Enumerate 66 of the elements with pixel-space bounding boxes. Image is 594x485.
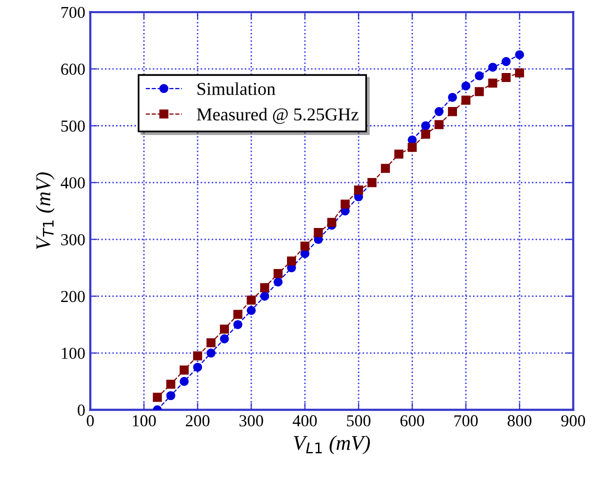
point (274, 277, 283, 287)
point (274, 268, 283, 278)
x-tick-label: 700 (454, 415, 478, 426)
point (233, 320, 242, 330)
point (474, 71, 484, 80)
point (421, 130, 430, 139)
point (408, 142, 417, 152)
point (180, 376, 189, 386)
point (193, 362, 202, 372)
x-tick-label: 500 (347, 415, 370, 426)
x-axis-title: V$_{L1}$ (mV) (294, 435, 370, 454)
point (233, 310, 242, 319)
point (394, 150, 404, 159)
y-tick-label: 200 (61, 290, 85, 302)
point (340, 200, 350, 209)
y-tick-label: 300 (61, 234, 85, 246)
point (286, 256, 296, 266)
point (180, 366, 189, 375)
point (461, 96, 470, 105)
point (166, 391, 176, 400)
x-tick-label: 200 (186, 415, 210, 426)
y-tick-label: 600 (61, 64, 85, 75)
point (152, 392, 162, 402)
point (206, 348, 216, 358)
point (488, 62, 498, 72)
point (314, 228, 323, 238)
y-tick-label: 0 (78, 404, 85, 416)
point (502, 72, 511, 82)
point (354, 185, 364, 194)
y-tick-label: 100 (62, 348, 85, 359)
point (434, 107, 444, 116)
legend-label: Simulation (198, 82, 276, 96)
point (220, 334, 229, 344)
x-tick-label: 400 (292, 415, 317, 426)
point (206, 338, 216, 348)
x-tick-label: 100 (132, 415, 156, 426)
x-tick-label: 0 (86, 415, 94, 426)
point (327, 218, 336, 227)
y-tick-label: 500 (61, 120, 85, 132)
legend-label: Measured @ 5.25GHz (196, 108, 358, 124)
point (488, 78, 498, 88)
point (260, 283, 270, 292)
point (421, 121, 430, 130)
y-tick-label: 400 (60, 177, 85, 189)
point (434, 120, 444, 130)
y-tick-label: 700 (62, 6, 85, 18)
point (448, 107, 457, 116)
point (246, 296, 256, 305)
point (515, 68, 524, 78)
point (474, 87, 484, 96)
point (260, 292, 270, 301)
x-tick-label: 800 (508, 415, 532, 426)
point (220, 324, 229, 334)
point (502, 57, 511, 66)
point (515, 50, 524, 60)
x-tick-label: 600 (400, 415, 424, 426)
point (461, 81, 470, 90)
x-tick-label: 900 (561, 415, 586, 426)
x-tick-label: 300 (240, 415, 264, 426)
point (246, 306, 256, 315)
point (166, 380, 176, 389)
point (193, 351, 202, 360)
point (380, 164, 390, 173)
point (448, 92, 457, 102)
y-axis-title: V$_{T1}$ (mV) (36, 172, 55, 250)
point (300, 242, 310, 251)
